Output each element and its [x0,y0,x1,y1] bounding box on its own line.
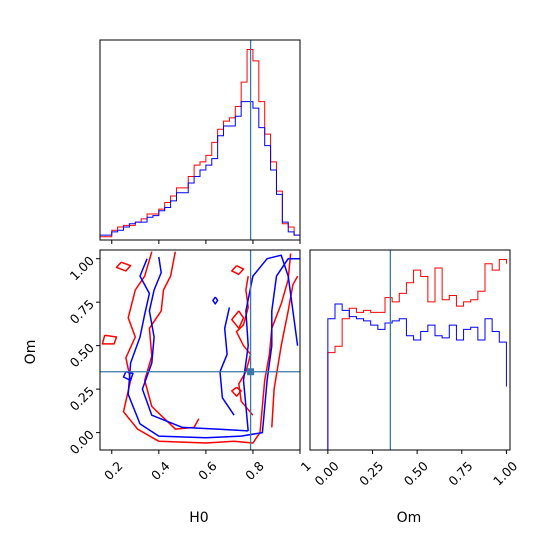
contour-line-5 [101,334,118,345]
histogram-panel-H0 [99,39,301,244]
hist-Om-xtick-label: 0.00 [311,458,341,488]
contour-ytick-label: 0.00 [67,427,97,457]
contour-xtick-label: 0.8 [242,458,267,483]
contour-line-1 [143,251,200,430]
hist-H0-series-1 [99,101,301,240]
x-axis-label-H0: H0 [189,510,208,526]
hist-Om-xtick-label: 1.00 [490,458,520,488]
hist-H0-frame [99,39,301,241]
contour-line-8 [231,386,242,397]
contour-frame [99,249,301,451]
contour-xtick-label: 0.6 [195,458,220,483]
contour-ytick-label: 0.75 [67,297,97,327]
contour-line-7 [231,265,245,276]
contour-line-9 [127,257,300,439]
contour-line-6 [115,261,132,272]
hist-Om-xtick-label: 0.75 [445,458,475,488]
contour-line-12 [219,307,235,416]
truth-marker [247,368,255,376]
contour-line-13 [122,370,134,382]
hist-Om-frame [309,249,511,451]
contour-panel-H0-Om: 0.2 0.4 0.6 0.8 1 0.00 0.25 0.50 0.75 1.00 [67,249,314,483]
contour-line-11 [242,254,299,431]
histogram-panel-Om: 0.00 0.25 0.50 0.75 1.00 [309,249,520,489]
contour-ytick-label: 0.25 [67,383,97,413]
contour-line-0 [122,251,292,444]
contour-ytick-label: 0.50 [67,340,97,370]
hist-Om-xtick-label: 0.25 [356,458,386,488]
contour-line-4 [231,310,245,330]
hist-Om-xtick-label: 0.50 [401,458,431,488]
x-axis-label-Om: Om [397,510,422,526]
contour-xtick-label: 1 [298,458,314,474]
contour-line-10 [141,256,249,432]
contour-line-14 [212,296,219,305]
contour-lines [101,251,300,444]
hist-Om-series-0 [327,259,507,450]
y-axis-label-Om: Om [23,340,39,365]
contour-ytick-label: 1.00 [67,253,97,283]
hist-Om-series-1 [327,303,507,450]
contour-xtick-label: 0.4 [148,458,173,483]
contour-xtick-label: 0.2 [101,458,126,483]
contour-line-2 [271,275,299,428]
hist-H0-series-0 [99,49,301,240]
